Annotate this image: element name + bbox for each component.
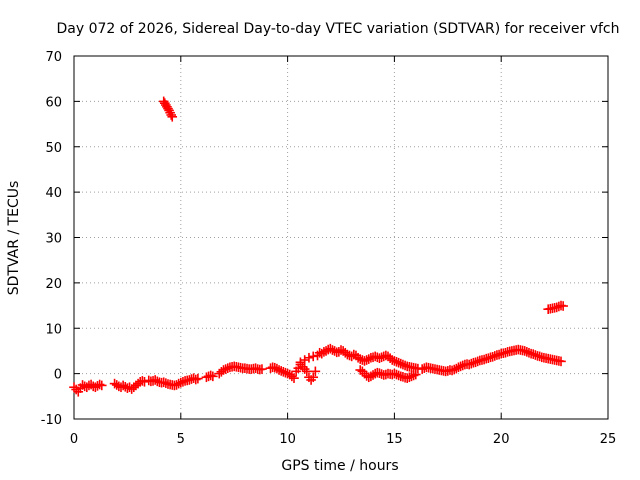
y-tick-label: 70: [45, 50, 62, 65]
data-point: [289, 373, 299, 383]
data-point: [310, 366, 321, 377]
y-tick-label: -10: [41, 413, 62, 428]
x-tick-label: 5: [177, 432, 185, 447]
x-tick-label: 0: [70, 432, 78, 447]
x-axis-label: GPS time / hours: [281, 458, 398, 474]
data-point: [257, 364, 267, 374]
data-point: [193, 373, 203, 384]
data-points: [69, 96, 568, 397]
plot-frame: [73, 55, 609, 420]
data-point: [410, 369, 421, 380]
y-tick-label: 30: [45, 232, 62, 247]
x-tick-label: 25: [600, 432, 617, 447]
y-tick-label: 60: [45, 95, 62, 110]
x-tick-label: 15: [386, 432, 403, 447]
data-point: [302, 366, 312, 377]
data-point: [208, 371, 218, 382]
y-tick-label: 40: [45, 186, 62, 201]
data-point: [167, 112, 178, 122]
data-point: [308, 351, 319, 362]
data-point: [304, 352, 314, 363]
y-tick-label: 10: [45, 322, 62, 337]
y-axis-label: SDTVAR / TECUs: [6, 181, 22, 296]
chart-title: Day 072 of 2026, Sidereal Day-to-day VTE…: [56, 21, 619, 37]
data-point: [96, 380, 107, 391]
y-tick-label: 50: [45, 141, 62, 156]
x-tick-label: 10: [279, 432, 296, 447]
x-tick-label: 20: [493, 432, 510, 447]
data-point: [308, 372, 319, 383]
grid-lines: [74, 56, 608, 419]
data-point: [558, 301, 568, 311]
data-point: [166, 110, 176, 120]
y-tick-label: 20: [45, 277, 62, 292]
y-tick-label: 0: [54, 368, 62, 383]
data-point: [556, 356, 566, 367]
